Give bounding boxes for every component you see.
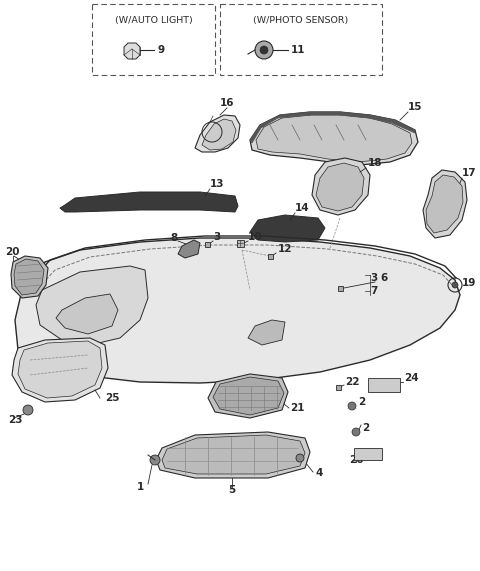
Text: 22: 22 (345, 377, 360, 387)
Text: 24: 24 (404, 373, 419, 383)
Bar (205, 242, 210, 247)
Text: 6: 6 (380, 273, 387, 283)
Polygon shape (60, 192, 238, 212)
Circle shape (452, 282, 458, 288)
Text: 7: 7 (370, 286, 377, 296)
Text: 11: 11 (291, 45, 305, 55)
Polygon shape (426, 175, 463, 233)
Polygon shape (56, 294, 118, 334)
Text: 2: 2 (362, 423, 369, 433)
Text: 3: 3 (213, 232, 220, 242)
Text: 4: 4 (315, 468, 323, 478)
Circle shape (150, 455, 160, 465)
Polygon shape (12, 338, 108, 402)
Polygon shape (11, 256, 48, 298)
Text: 23: 23 (8, 415, 23, 425)
Polygon shape (195, 115, 240, 152)
Polygon shape (15, 238, 460, 383)
Text: 17: 17 (462, 168, 477, 178)
Bar (354, 448, 382, 460)
Text: 26: 26 (349, 455, 363, 465)
Text: 19: 19 (462, 278, 476, 288)
Circle shape (23, 405, 33, 415)
Text: 3: 3 (370, 273, 377, 283)
Polygon shape (312, 158, 370, 215)
Polygon shape (256, 115, 412, 162)
Polygon shape (250, 112, 418, 165)
Text: 13: 13 (210, 179, 225, 189)
Polygon shape (178, 240, 200, 258)
Polygon shape (250, 112, 415, 143)
Polygon shape (36, 266, 148, 345)
Polygon shape (202, 119, 236, 150)
Text: 2: 2 (358, 397, 365, 407)
Bar (368, 378, 400, 392)
Polygon shape (423, 170, 467, 238)
Polygon shape (248, 320, 285, 345)
Text: 25: 25 (105, 393, 120, 403)
Text: 12: 12 (278, 244, 292, 254)
Text: 1: 1 (136, 482, 144, 492)
Bar (338, 286, 343, 291)
FancyBboxPatch shape (237, 240, 244, 247)
Text: 14: 14 (295, 203, 310, 213)
Text: 20: 20 (5, 247, 20, 257)
Text: 15: 15 (408, 102, 422, 112)
Polygon shape (124, 43, 140, 59)
Polygon shape (208, 374, 288, 418)
Text: 5: 5 (228, 485, 236, 495)
Polygon shape (316, 163, 364, 211)
Bar (336, 385, 341, 390)
Circle shape (255, 41, 273, 59)
Polygon shape (14, 259, 44, 295)
Circle shape (296, 454, 304, 462)
Text: (W/PHOTO SENSOR): (W/PHOTO SENSOR) (253, 16, 348, 25)
Text: 8: 8 (170, 233, 177, 243)
Text: (W/AUTO LIGHT): (W/AUTO LIGHT) (115, 16, 192, 25)
Text: 10: 10 (248, 232, 263, 242)
Polygon shape (213, 377, 284, 415)
Polygon shape (162, 435, 305, 474)
Polygon shape (18, 341, 102, 398)
Text: 16: 16 (220, 98, 234, 108)
Circle shape (260, 46, 268, 54)
Circle shape (352, 428, 360, 436)
Text: 9: 9 (157, 45, 164, 55)
Polygon shape (156, 432, 310, 478)
Text: 21: 21 (290, 403, 304, 413)
Polygon shape (250, 215, 325, 242)
Circle shape (348, 402, 356, 410)
Bar (268, 254, 273, 259)
Text: 18: 18 (368, 158, 383, 168)
